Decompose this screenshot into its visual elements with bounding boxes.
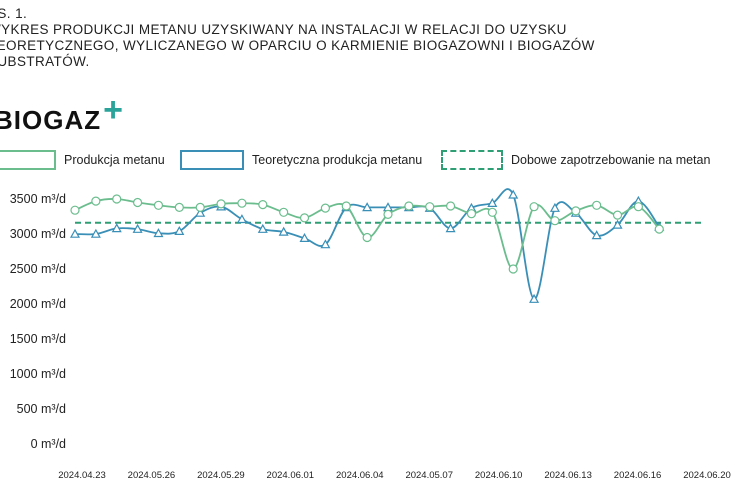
biogaz-logo: BIOGAZ+ — [0, 91, 124, 138]
x-tick-label: 2024.06.16 — [614, 470, 662, 481]
production-point — [112, 194, 122, 204]
production-point — [612, 210, 623, 220]
legend-item-theoretical: Teoretyczna produkcja metanu — [180, 147, 422, 173]
production-point — [446, 201, 456, 211]
production-point — [487, 207, 497, 217]
production-point — [237, 198, 247, 208]
logo-text: BIOGAZ — [0, 105, 102, 135]
theoretical-point — [529, 293, 540, 303]
theoretical-point — [111, 223, 122, 233]
production-point — [341, 201, 351, 211]
production-point — [279, 207, 289, 217]
production-point — [70, 205, 80, 215]
y-tick-label: 500 m³/d — [17, 402, 66, 416]
y-tick-label: 1000 m³/d — [10, 367, 66, 381]
theoretical-point — [362, 202, 373, 212]
theoretical-point — [445, 223, 456, 233]
legend-swatch-demand — [441, 150, 503, 170]
production-point — [133, 197, 143, 208]
theoretical-point — [320, 239, 331, 249]
production-point — [258, 200, 268, 210]
legend-item-demand: Dobowe zapotrzebowanie na metan — [441, 147, 710, 173]
production-point — [362, 232, 372, 243]
production-point — [571, 206, 581, 216]
production-point — [404, 201, 414, 211]
theoretical-point — [69, 228, 81, 238]
x-tick-label: 2024.05.26 — [128, 470, 176, 481]
caption-line-3: TEORETYCZNEGO, WYLICZANEGO W OPARCIU O K… — [0, 38, 595, 53]
x-tick-label: 2024.06.13 — [544, 470, 592, 481]
y-tick-label: 3500 m³/d — [10, 192, 66, 206]
production-point — [654, 224, 664, 234]
production-point — [174, 202, 184, 212]
theoretical-point — [236, 214, 247, 224]
production-point — [425, 202, 435, 212]
caption-line-2: WYKRES PRODUKCJI METANU UZYSKIWANY NA IN… — [0, 22, 567, 37]
logo-plus-icon: + — [103, 91, 124, 129]
legend-item-production: Produkcja metanu — [0, 147, 165, 173]
theoretical-point — [153, 228, 164, 238]
legend-label-production: Produkcja metanu — [64, 153, 165, 167]
legend-swatch-production — [0, 150, 56, 170]
production-point — [466, 209, 477, 219]
production-point — [153, 200, 164, 210]
y-tick-label: 2000 m³/d — [10, 297, 66, 311]
production-point — [550, 216, 560, 226]
x-tick-label: 2024.06.01 — [267, 470, 315, 481]
x-tick-label: 2024.06.20 — [683, 470, 731, 481]
figure-caption: YS. 1. WYKRES PRODUKCJI METANU UZYSKIWAN… — [0, 6, 728, 70]
theoretical-point — [90, 228, 101, 238]
production-point — [91, 196, 101, 206]
theoretical-point — [591, 230, 602, 240]
production-point — [320, 203, 330, 213]
y-tick-label: 1500 m³/d — [10, 332, 66, 346]
production-point — [592, 200, 602, 210]
production-point — [383, 209, 393, 219]
theoretical-point — [195, 207, 206, 217]
theoretical-point — [132, 223, 143, 233]
caption-line-1: YS. 1. — [0, 6, 28, 21]
production-point — [195, 202, 205, 212]
theoretical-point — [174, 225, 185, 235]
x-tick-label: 2024.04.23 — [58, 470, 106, 481]
caption-line-4: SUBSTRATÓW. — [0, 54, 90, 69]
x-tick-label: 2024.06.04 — [336, 470, 384, 481]
y-tick-label: 0 m³/d — [31, 437, 66, 451]
legend-swatch-theoretical — [180, 150, 244, 170]
production-point — [299, 213, 310, 223]
legend-label-theoretical: Teoretyczna produkcja metanu — [252, 153, 423, 167]
legend-label-demand: Dobowe zapotrzebowanie na metan — [511, 153, 711, 167]
production-point — [529, 202, 539, 212]
theoretical-point — [487, 197, 498, 207]
theoretical-point — [278, 226, 289, 236]
theoretical-point — [257, 223, 268, 233]
theoretical-point — [549, 202, 560, 212]
production-point — [508, 264, 518, 274]
x-tick-label: 2024.05.29 — [197, 470, 245, 481]
y-tick-label: 2500 m³/d — [10, 262, 66, 276]
x-tick-label: 2024.06.10 — [475, 470, 523, 481]
production-point — [633, 202, 644, 212]
production-point — [216, 199, 226, 209]
theoretical-point — [508, 189, 519, 199]
x-tick-label: 2024.05.07 — [405, 470, 453, 481]
y-tick-label: 3000 m³/d — [10, 227, 66, 241]
theoretical-point — [612, 219, 623, 229]
theoretical-point — [299, 232, 310, 242]
